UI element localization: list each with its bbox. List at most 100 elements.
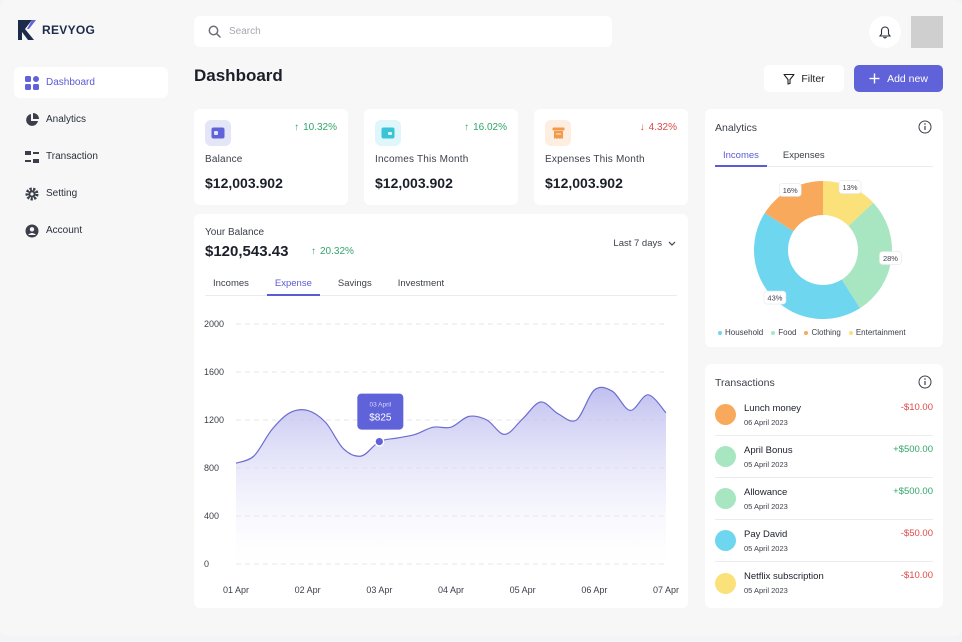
- tab-incomes[interactable]: Incomes: [715, 147, 767, 167]
- legend-item: Clothing: [804, 328, 841, 337]
- filter-icon: [783, 73, 795, 85]
- brand-name: REVYOG: [42, 23, 96, 37]
- arrow-up-icon: ↑: [464, 122, 470, 133]
- x-tick-label: 03 Apr: [366, 585, 392, 595]
- sidebar-item-setting[interactable]: Setting: [14, 178, 168, 209]
- stat-card-incomes[interactable]: ↑ 16.02% Incomes This Month $12,003.902: [364, 109, 518, 205]
- transaction-amount: -$50.00: [900, 528, 933, 539]
- stat-change-value: 10.32%: [303, 122, 337, 133]
- sidebar-item-analytics[interactable]: Analytics: [14, 104, 168, 135]
- series-line: [235, 386, 667, 464]
- tab-savings[interactable]: Savings: [337, 278, 372, 289]
- analytics-tabs: Incomes Expenses: [715, 147, 933, 167]
- sidebar-item-transaction[interactable]: Transaction: [14, 141, 168, 172]
- date-range-value: Last 7 days: [613, 238, 662, 249]
- slice-label-box: [879, 251, 902, 265]
- gear-icon: [24, 186, 40, 202]
- bell-icon: [879, 25, 891, 38]
- transaction-avatar: [715, 404, 736, 425]
- data-point[interactable]: [375, 438, 383, 446]
- dashboard-icon: [24, 75, 40, 91]
- y-tick-label: 2000: [204, 319, 224, 329]
- transaction-date: 05 April 2023: [744, 501, 788, 511]
- slice-label: 16%: [783, 186, 798, 195]
- stat-value: $12,003.902: [375, 175, 453, 191]
- user-avatar[interactable]: [911, 16, 943, 48]
- page-title: Dashboard: [194, 66, 283, 85]
- search-icon: [208, 25, 221, 38]
- sidebar-item-label: Setting: [46, 188, 78, 199]
- x-tick-label: 01 Apr: [223, 585, 249, 595]
- slice-label: 28%: [883, 254, 898, 263]
- transaction-avatar: [715, 572, 736, 594]
- tab-incomes[interactable]: Incomes: [213, 278, 249, 289]
- tooltip-box: [357, 393, 404, 430]
- balance-value: $120,543.43: [205, 243, 289, 260]
- stat-change: ↑ 10.32%: [294, 122, 337, 133]
- balance-label: Your Balance: [205, 227, 265, 238]
- x-tick-label: 02 Apr: [295, 585, 321, 595]
- stat-change-value: 4.32%: [648, 122, 677, 133]
- slice-label-box: [838, 180, 862, 194]
- notifications-button[interactable]: [869, 16, 901, 48]
- transaction-date: 05 April 2023: [744, 586, 788, 595]
- stat-label: Expenses This Month: [545, 154, 645, 165]
- transaction-item[interactable]: Pay David 05 April 2023 -$50.00: [715, 520, 933, 562]
- sidebar: Dashboard Analytics Transaction Setting …: [14, 67, 168, 252]
- search-bar[interactable]: [194, 16, 612, 47]
- transaction-item[interactable]: Allowance 05 April 2023 +$500.00: [715, 478, 933, 520]
- transaction-item[interactable]: April Bonus 05 April 2023 +$500.00: [715, 436, 933, 478]
- transaction-amount: +$500.00: [893, 444, 933, 455]
- legend-swatch: [771, 330, 776, 335]
- sidebar-item-label: Dashboard: [46, 77, 95, 88]
- date-range-select[interactable]: Last 7 days: [613, 238, 676, 249]
- logo-icon: [18, 20, 36, 40]
- x-tick-label: 06 Apr: [581, 585, 607, 595]
- donut-slice-clothing[interactable]: [764, 181, 823, 232]
- filter-button[interactable]: Filter: [764, 65, 844, 92]
- legend-label: Food: [778, 328, 797, 337]
- stat-label: Incomes This Month: [375, 154, 469, 165]
- legend-swatch: [718, 330, 722, 335]
- x-tick-label: 07 Apr: [653, 585, 679, 595]
- transaction-item[interactable]: Netflix subscription 05 April 2023 -$10.0…: [715, 562, 933, 604]
- transaction-date: 06 April 2023: [744, 417, 788, 427]
- info-icon[interactable]: [918, 375, 932, 389]
- analytics-card: Analytics Incomes Expenses 13% 28% 43% 16% …: [705, 109, 943, 347]
- chevron-down-icon: [668, 241, 676, 246]
- transaction-date: 05 April 2023: [744, 459, 788, 469]
- sidebar-item-label: Analytics: [46, 114, 87, 125]
- brand-logo[interactable]: REVYOG: [16, 18, 95, 42]
- stat-card-balance[interactable]: ↑ 10.32% Balance $12,003.902: [194, 109, 348, 205]
- tooltip-value: $825: [369, 413, 392, 424]
- add-new-label: Add new: [887, 72, 928, 85]
- donut-slice-food[interactable]: [841, 202, 892, 309]
- stat-value: $12,003.902: [205, 175, 283, 191]
- slice-label-box: [778, 183, 802, 197]
- transaction-item[interactable]: Lunch money 06 April 2023 -$10.00: [715, 394, 933, 436]
- add-new-button[interactable]: Add new: [854, 65, 943, 92]
- sidebar-item-label: Account: [46, 225, 83, 236]
- analytics-donut-chart[interactable]: 13% 28% 43% 16%: [705, 171, 943, 331]
- transaction-date: 05 April 2023: [744, 543, 788, 553]
- search-input[interactable]: [229, 26, 589, 37]
- plus-icon: [869, 73, 880, 84]
- filter-label: Filter: [801, 72, 825, 85]
- pie-chart-icon: [24, 112, 40, 128]
- tab-expense[interactable]: Expense: [266, 275, 320, 296]
- balance-area-chart[interactable]: 2000 1600 1200 800 400 0 01 Apr 02 Apr 03 Apr 04 …: [194, 310, 688, 608]
- transaction-amount: +$500.00: [893, 486, 933, 497]
- transaction-list: Lunch money 06 April 2023 -$10.00 April B…: [715, 394, 933, 604]
- transactions-title: Transactions: [715, 377, 775, 389]
- stat-change: ↓ 4.32%: [640, 122, 677, 133]
- tab-expenses[interactable]: Expenses: [782, 150, 825, 161]
- info-icon[interactable]: [918, 120, 932, 134]
- sidebar-item-account[interactable]: Account: [14, 215, 168, 246]
- legend-label: Entertainment: [855, 328, 906, 337]
- sidebar-item-dashboard[interactable]: Dashboard: [14, 67, 168, 98]
- transaction-avatar: [715, 530, 736, 551]
- tab-investment[interactable]: Investment: [397, 278, 445, 289]
- arrow-down-icon: ↓: [639, 122, 645, 133]
- stat-card-expenses[interactable]: ↓ 4.32% Expenses This Month $12,003.902: [534, 109, 688, 205]
- x-tick-label: 05 Apr: [510, 585, 536, 595]
